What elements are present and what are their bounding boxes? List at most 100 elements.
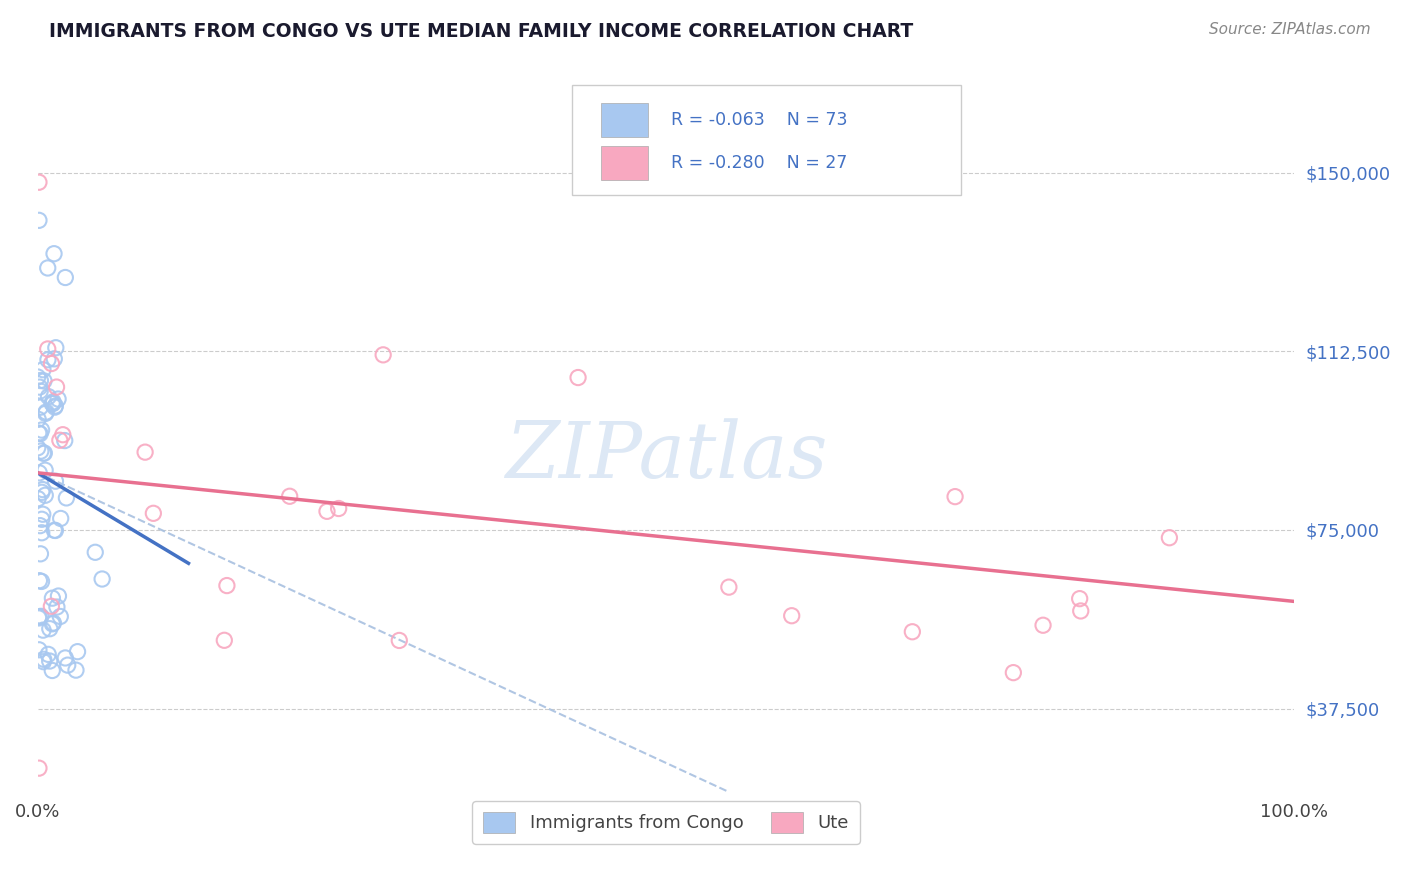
- Immigrants from Congo: [91, 572, 114, 586]
- Ute: [28, 761, 51, 775]
- Ute: [41, 357, 63, 371]
- Immigrants from Congo: [28, 466, 51, 480]
- Immigrants from Congo: [41, 616, 63, 631]
- Ute: [28, 175, 51, 189]
- FancyBboxPatch shape: [572, 85, 962, 195]
- Immigrants from Congo: [66, 645, 89, 659]
- Immigrants from Congo: [44, 524, 66, 538]
- Text: IMMIGRANTS FROM CONGO VS UTE MEDIAN FAMILY INCOME CORRELATION CHART: IMMIGRANTS FROM CONGO VS UTE MEDIAN FAMI…: [49, 22, 914, 41]
- Immigrants from Congo: [30, 384, 52, 398]
- Immigrants from Congo: [34, 463, 56, 477]
- Immigrants from Congo: [45, 600, 67, 615]
- Immigrants from Congo: [28, 425, 51, 440]
- Immigrants from Congo: [42, 615, 65, 630]
- Text: Source: ZIPAtlas.com: Source: ZIPAtlas.com: [1209, 22, 1371, 37]
- Bar: [600, 146, 648, 180]
- Immigrants from Congo: [49, 511, 72, 525]
- Immigrants from Congo: [31, 525, 53, 540]
- Immigrants from Congo: [55, 491, 77, 505]
- Ute: [49, 434, 72, 448]
- Ute: [1032, 618, 1054, 632]
- Immigrants from Congo: [41, 396, 63, 410]
- Ute: [41, 599, 63, 614]
- Immigrants from Congo: [28, 380, 51, 394]
- Immigrants from Congo: [38, 654, 60, 668]
- Immigrants from Congo: [41, 664, 63, 678]
- Ute: [943, 490, 966, 504]
- Immigrants from Congo: [30, 401, 52, 415]
- Immigrants from Congo: [32, 623, 55, 637]
- Ute: [1069, 591, 1091, 606]
- Immigrants from Congo: [37, 648, 59, 662]
- Immigrants from Congo: [44, 399, 66, 413]
- Immigrants from Congo: [27, 412, 49, 426]
- Immigrants from Congo: [35, 405, 58, 419]
- Immigrants from Congo: [30, 547, 52, 561]
- Ute: [134, 445, 156, 459]
- Ute: [316, 504, 339, 518]
- Ute: [567, 370, 589, 384]
- Immigrants from Congo: [42, 394, 65, 409]
- Ute: [37, 342, 59, 356]
- Immigrants from Congo: [28, 609, 51, 624]
- Immigrants from Congo: [32, 362, 55, 376]
- Immigrants from Congo: [30, 444, 52, 458]
- Immigrants from Congo: [46, 392, 69, 406]
- Immigrants from Congo: [84, 545, 107, 559]
- Immigrants from Congo: [31, 485, 53, 500]
- Immigrants from Congo: [44, 523, 66, 537]
- Immigrants from Congo: [34, 406, 56, 420]
- Immigrants from Congo: [32, 652, 55, 666]
- Immigrants from Congo: [42, 396, 65, 410]
- Text: ZIPatlas: ZIPatlas: [505, 418, 827, 494]
- Immigrants from Congo: [34, 446, 56, 460]
- Ute: [373, 348, 395, 362]
- Immigrants from Congo: [38, 622, 60, 636]
- Immigrants from Congo: [30, 609, 52, 624]
- Immigrants from Congo: [45, 341, 67, 355]
- Immigrants from Congo: [37, 390, 59, 404]
- Immigrants from Congo: [32, 446, 55, 460]
- Ute: [328, 501, 350, 516]
- Immigrants from Congo: [37, 352, 59, 367]
- Bar: [600, 103, 648, 137]
- Immigrants from Congo: [48, 589, 70, 603]
- Ute: [1002, 665, 1025, 680]
- Ute: [717, 580, 740, 594]
- Immigrants from Congo: [28, 574, 51, 588]
- Immigrants from Congo: [34, 488, 56, 502]
- Ute: [388, 633, 411, 648]
- Ute: [1070, 604, 1092, 618]
- Immigrants from Congo: [32, 655, 55, 669]
- Text: R = -0.280    N = 27: R = -0.280 N = 27: [671, 154, 848, 172]
- Immigrants from Congo: [27, 611, 49, 625]
- Immigrants from Congo: [27, 491, 49, 506]
- Immigrants from Congo: [32, 374, 55, 388]
- Immigrants from Congo: [28, 213, 51, 227]
- Ute: [214, 633, 236, 648]
- Ute: [1159, 531, 1181, 545]
- Legend: Immigrants from Congo, Ute: Immigrants from Congo, Ute: [472, 801, 860, 844]
- Immigrants from Congo: [27, 370, 49, 384]
- Ute: [901, 624, 924, 639]
- Immigrants from Congo: [28, 642, 51, 657]
- Immigrants from Congo: [31, 512, 53, 526]
- Immigrants from Congo: [41, 591, 63, 606]
- Immigrants from Congo: [27, 441, 49, 455]
- Immigrants from Congo: [31, 574, 53, 589]
- Immigrants from Congo: [44, 351, 66, 366]
- Ute: [215, 578, 238, 592]
- Immigrants from Congo: [30, 374, 52, 388]
- Immigrants from Congo: [56, 658, 79, 673]
- Immigrants from Congo: [31, 423, 53, 437]
- Ute: [278, 489, 301, 503]
- Text: R = -0.063    N = 73: R = -0.063 N = 73: [671, 112, 848, 129]
- Immigrants from Congo: [30, 518, 52, 533]
- Immigrants from Congo: [31, 483, 53, 497]
- Ute: [45, 380, 67, 394]
- Immigrants from Congo: [53, 651, 76, 665]
- Immigrants from Congo: [53, 434, 76, 448]
- Ute: [52, 427, 75, 442]
- Ute: [142, 506, 165, 520]
- Immigrants from Congo: [31, 507, 53, 521]
